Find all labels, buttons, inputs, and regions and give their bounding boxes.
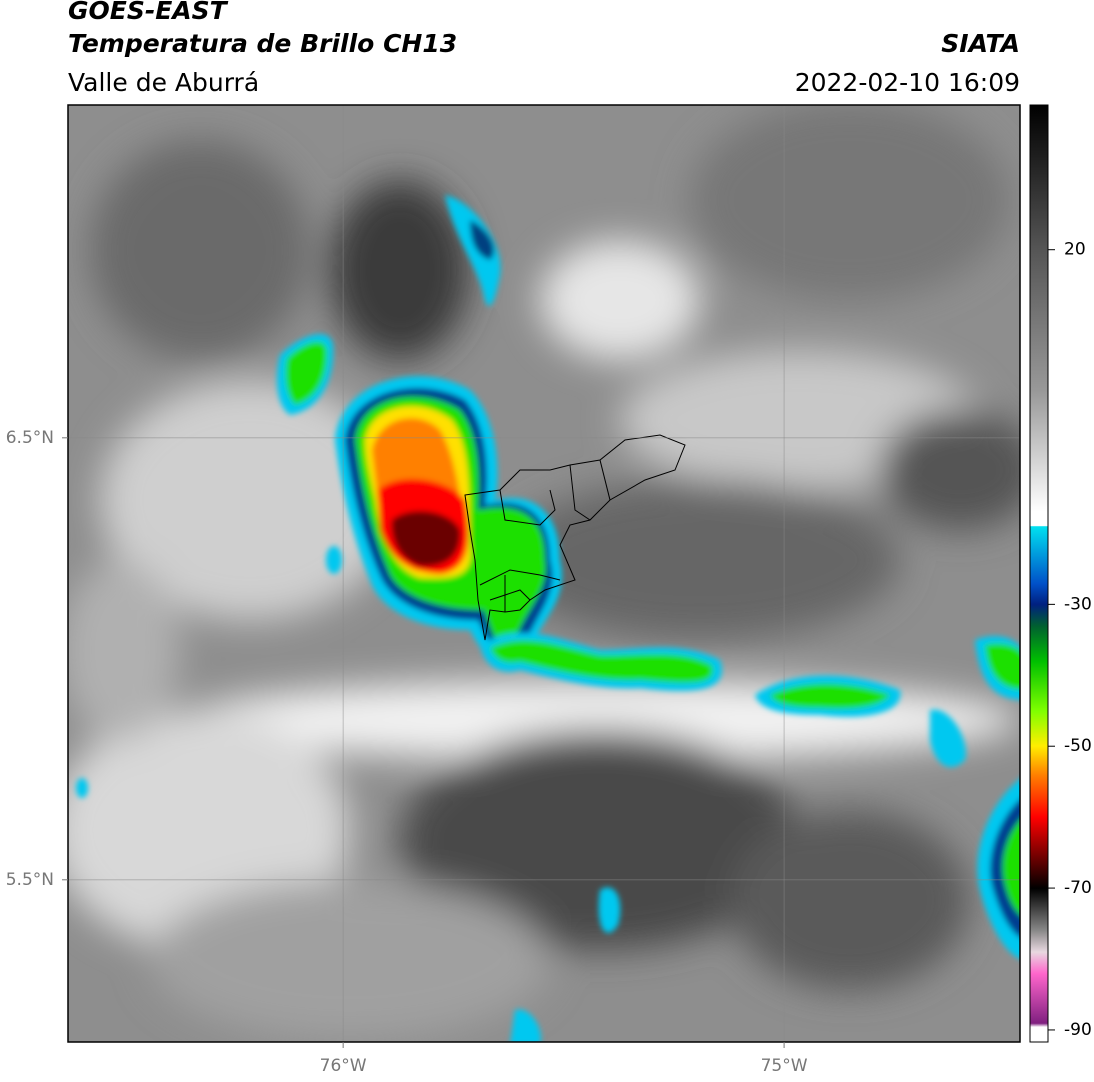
colorbar-tick-label: -70: [1064, 878, 1092, 898]
y-tick-label: 6.5°N: [6, 428, 54, 448]
colorbar-tick-label: -50: [1064, 736, 1092, 756]
colorbar-tick-label: -30: [1064, 594, 1092, 614]
colorbar-tick-label: -90: [1064, 1020, 1092, 1040]
colorbar: [1029, 104, 1049, 1043]
colorbar-tick-label: 20: [1064, 240, 1086, 260]
y-tick-label: 5.5°N: [6, 870, 54, 890]
source: SIATA: [941, 29, 1020, 58]
region: Valle de Aburrá: [68, 68, 259, 97]
x-tick-label: 75°W: [761, 1056, 808, 1076]
satellite-image: [68, 105, 1020, 1042]
graticule: [68, 105, 1020, 1042]
subtitle: Temperatura de Brillo CH13: [68, 29, 457, 58]
title: GOES-EAST: [68, 0, 229, 25]
municipal-boundaries: [464, 434, 686, 641]
map-frame: [67, 104, 1021, 1043]
x-tick-label: 76°W: [320, 1056, 367, 1076]
datetime: 2022-02-10 16:09: [795, 68, 1020, 97]
